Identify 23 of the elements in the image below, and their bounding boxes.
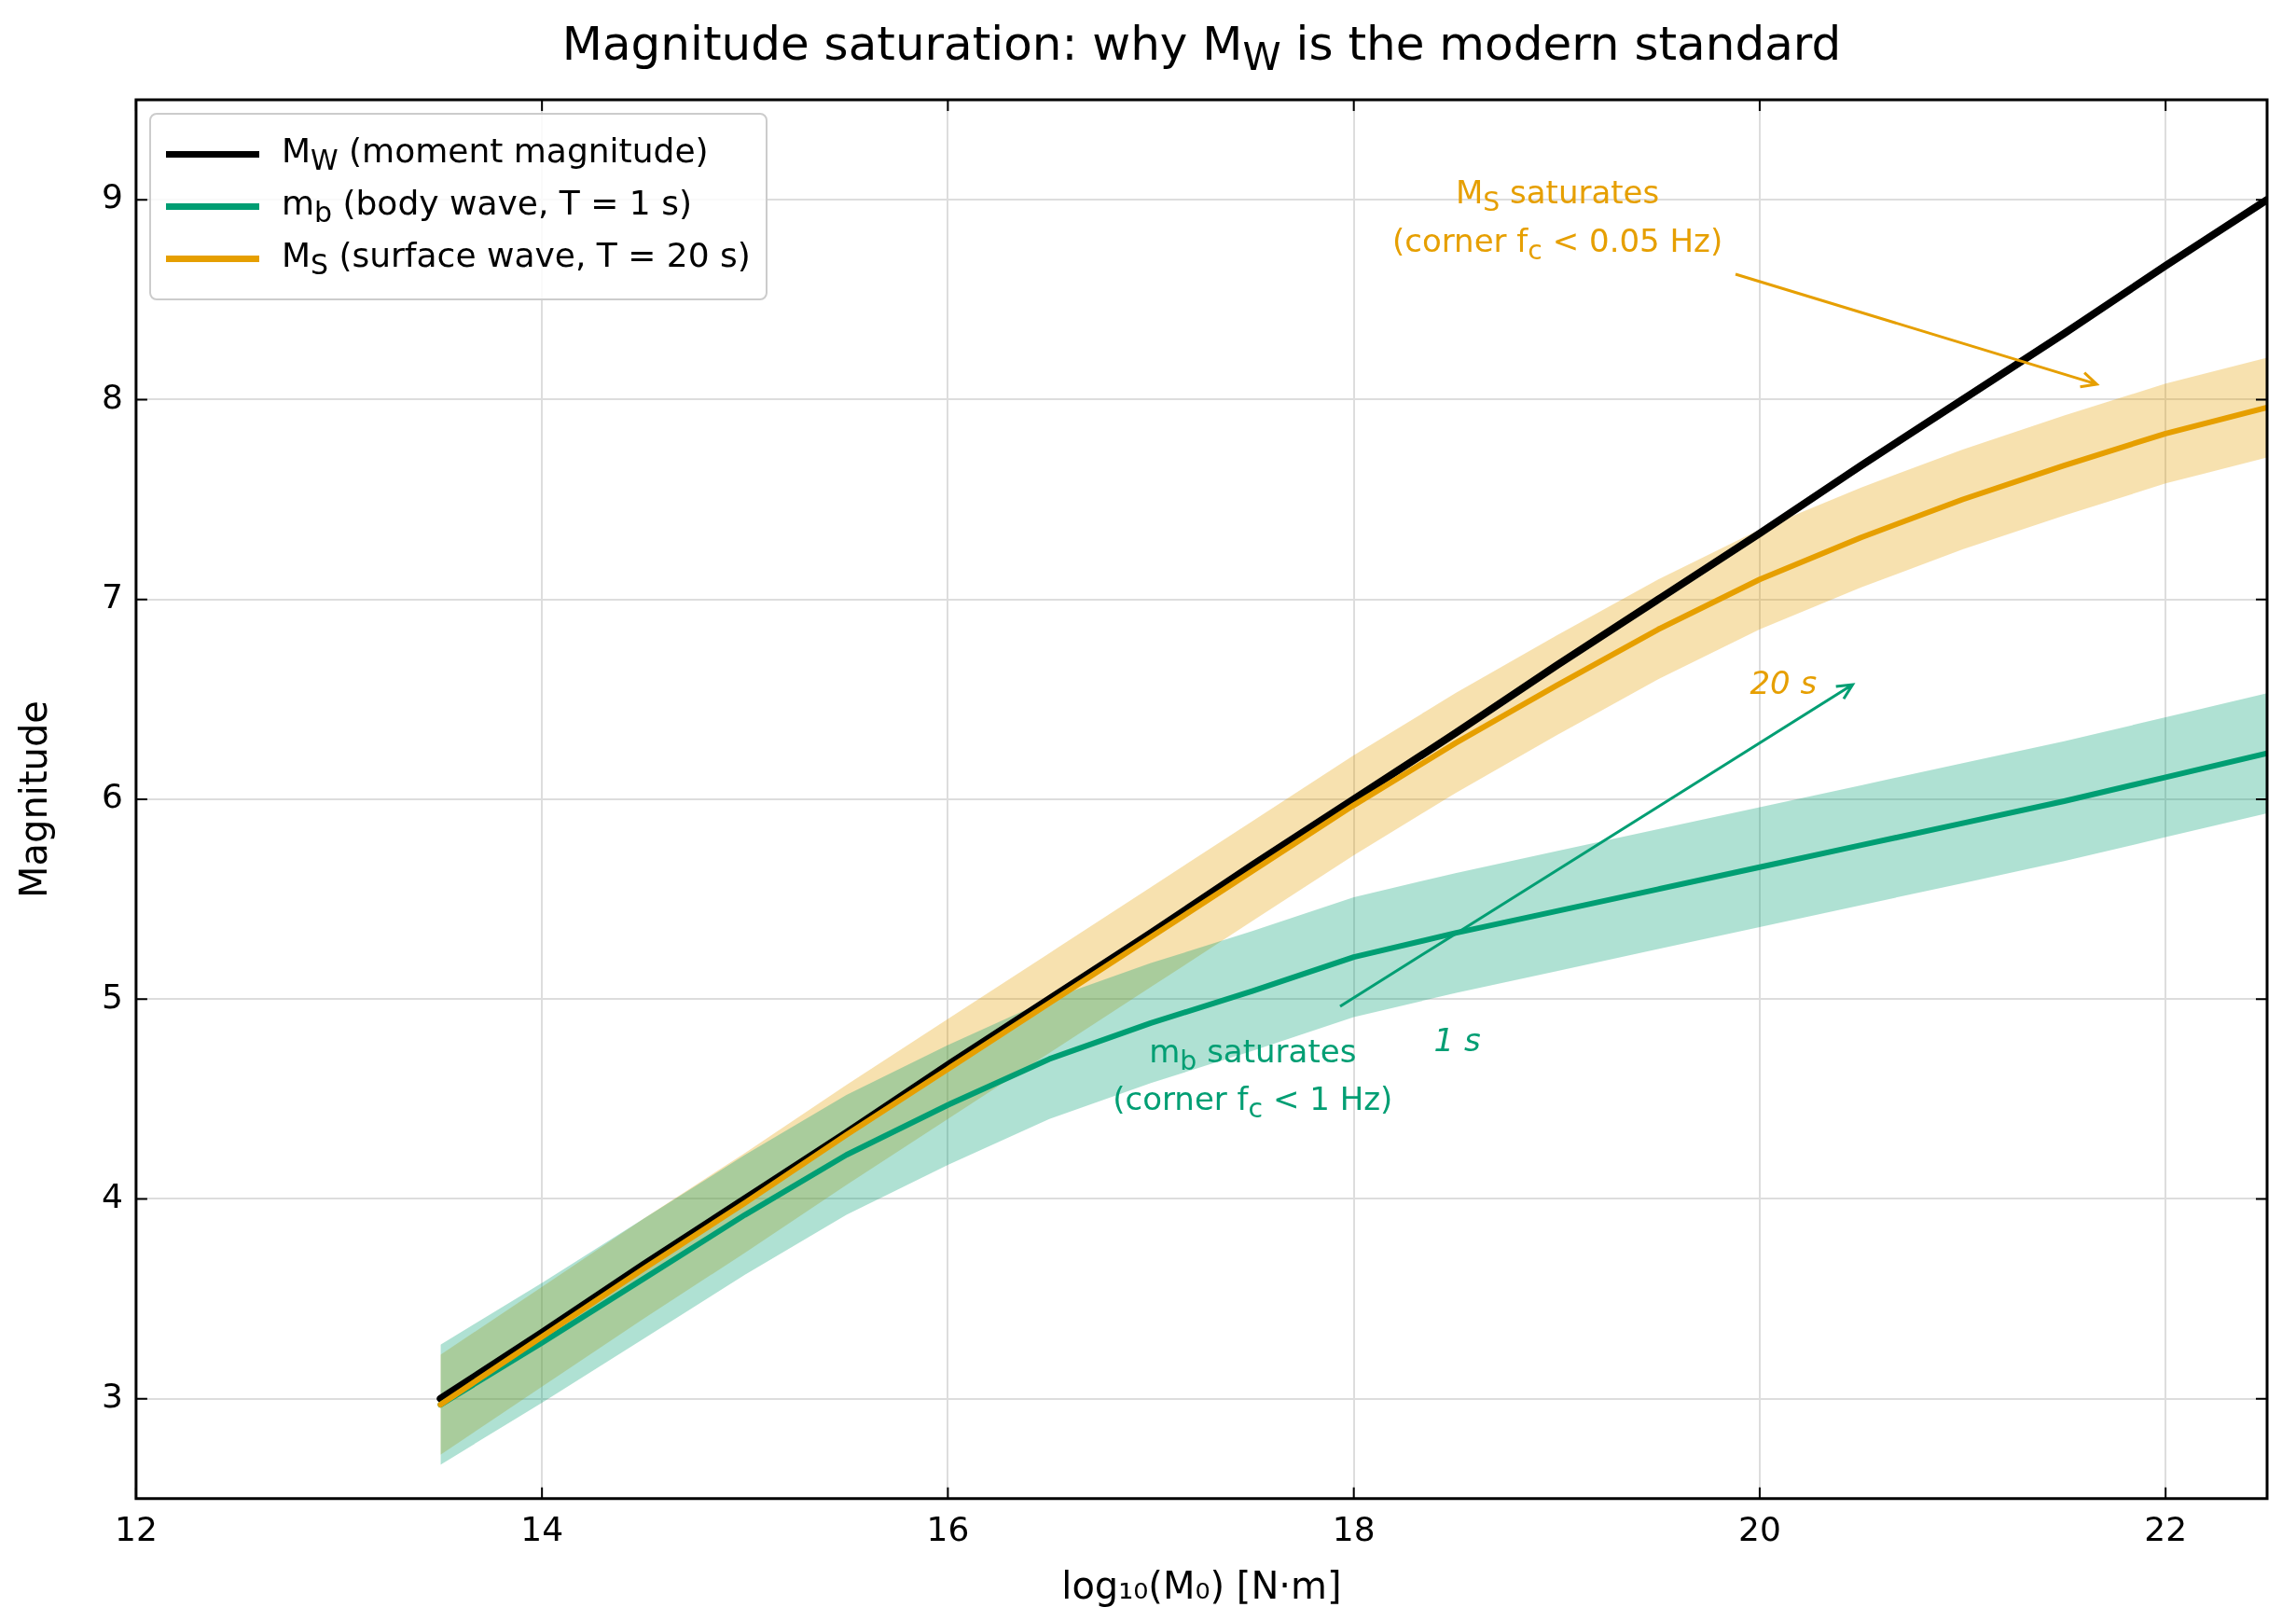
y-tick-label: 5 xyxy=(102,977,123,1016)
y-tick-label: 8 xyxy=(102,377,123,416)
x-tick-label: 20 xyxy=(1738,1509,1781,1548)
y-tick-label: 3 xyxy=(102,1377,123,1416)
annotation: 20 s xyxy=(1750,663,1818,704)
y-tick-label: 4 xyxy=(102,1176,123,1215)
legend-label: M$_{W}$ (moment magnitude) xyxy=(281,132,709,177)
y-tick-label: 7 xyxy=(102,577,123,616)
y-tick-label: 6 xyxy=(102,777,123,816)
x-axis-title: log₁₀(M₀) [N·m] xyxy=(1061,1563,1342,1607)
x-tick-label: 12 xyxy=(115,1509,158,1548)
legend-label: M$_{S}$ (surface wave, T = 20 s) xyxy=(281,236,751,282)
annotation: 1 s xyxy=(1433,1019,1481,1060)
x-tick-label: 18 xyxy=(1332,1509,1376,1548)
x-tick-label: 14 xyxy=(520,1509,564,1548)
y-axis-title: Magnitude xyxy=(11,700,55,898)
annotation: m$_{b}$ saturates (corner f$_{c}$ < 1 Hz) xyxy=(1113,1032,1393,1127)
x-tick-label: 16 xyxy=(926,1509,970,1548)
x-tick-label: 22 xyxy=(2144,1509,2188,1548)
y-tick-label: 9 xyxy=(102,177,123,216)
legend-label: m$_{b}$ (body wave, T = 1 s) xyxy=(281,184,693,229)
chart-title: Magnitude saturation: why M$_{W}$ is the modern standard xyxy=(560,17,1843,79)
annotation: M$_{S}$ saturates (corner f$_{c}$ < 0.05 Hz) xyxy=(1391,173,1723,268)
